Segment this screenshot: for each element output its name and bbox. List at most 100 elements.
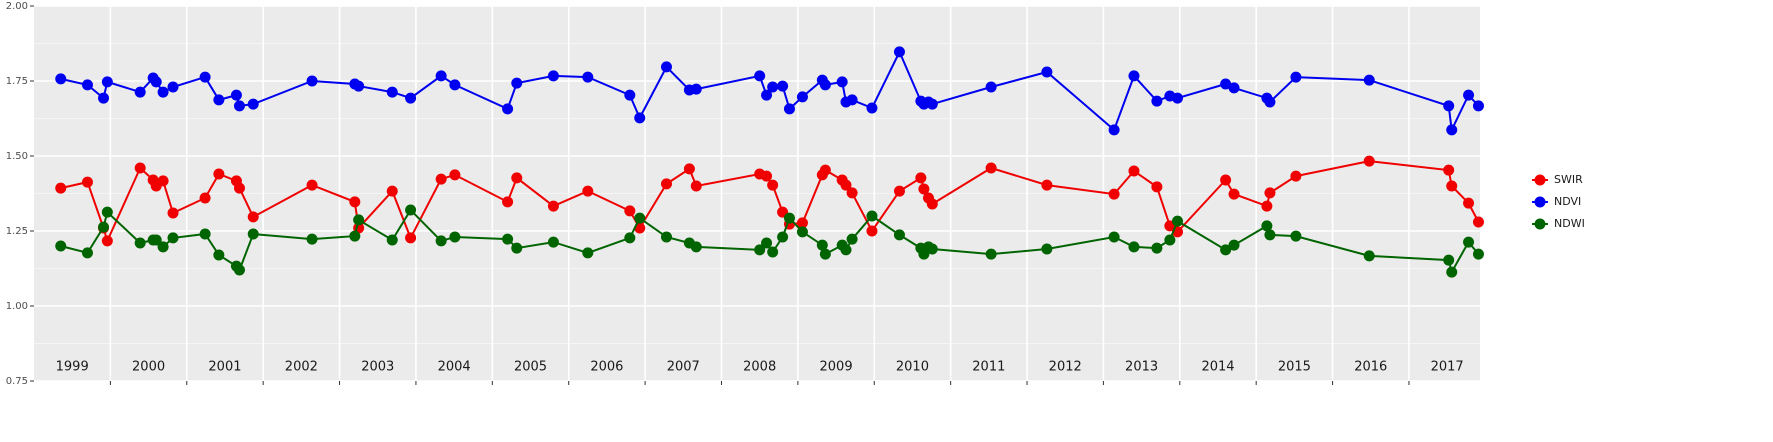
data-point — [1220, 244, 1232, 256]
data-point — [55, 182, 67, 194]
data-point — [783, 103, 795, 115]
data-point — [199, 228, 211, 240]
data-point — [405, 232, 417, 244]
data-point — [796, 91, 808, 103]
data-point — [247, 228, 259, 240]
data-point — [660, 61, 672, 73]
data-point — [213, 168, 225, 180]
data-point — [836, 76, 848, 88]
data-point — [386, 86, 398, 98]
data-point — [98, 92, 110, 104]
data-point — [1220, 174, 1232, 186]
data-point — [1172, 92, 1184, 104]
data-point — [690, 83, 702, 95]
data-point — [199, 71, 211, 83]
data-point — [866, 102, 878, 114]
data-point — [547, 200, 559, 212]
data-point — [1446, 124, 1458, 136]
data-point — [1151, 242, 1163, 254]
data-point — [449, 231, 461, 243]
data-point — [1041, 243, 1053, 255]
data-point — [796, 217, 808, 229]
year-label: 2008 — [743, 360, 776, 375]
data-point — [386, 185, 398, 197]
data-point — [101, 206, 113, 218]
data-point — [405, 92, 417, 104]
data-point — [1363, 250, 1375, 262]
data-point — [761, 89, 773, 101]
data-point — [866, 210, 878, 222]
year-label: 2006 — [590, 360, 623, 375]
data-point — [353, 80, 365, 92]
data-point — [1128, 70, 1140, 82]
data-point — [1264, 187, 1276, 199]
y-tick-label: 1.50 — [6, 151, 28, 162]
data-point — [1264, 229, 1276, 241]
data-point — [1041, 179, 1053, 191]
data-point — [502, 103, 514, 115]
data-point — [81, 247, 93, 259]
data-point — [926, 198, 938, 210]
data-point — [1290, 170, 1302, 182]
data-point — [893, 46, 905, 58]
data-point — [1228, 188, 1240, 200]
year-label: 2013 — [1125, 360, 1158, 375]
data-point — [386, 234, 398, 246]
data-point — [511, 77, 523, 89]
data-point — [1290, 71, 1302, 83]
year-label: 2001 — [208, 360, 241, 375]
data-point — [819, 248, 831, 260]
data-point — [1128, 165, 1140, 177]
data-point — [1108, 231, 1120, 243]
data-point — [167, 232, 179, 244]
data-point — [893, 229, 905, 241]
data-point — [405, 204, 417, 216]
data-point — [502, 233, 514, 245]
data-point — [157, 241, 169, 253]
data-point — [101, 76, 113, 88]
data-point — [1472, 100, 1484, 112]
year-label: 2009 — [820, 360, 853, 375]
data-point — [449, 79, 461, 91]
data-point — [435, 235, 447, 247]
legend-label: NDWI — [1554, 217, 1585, 230]
data-point — [306, 233, 318, 245]
data-point — [306, 75, 318, 87]
data-point — [1363, 155, 1375, 167]
data-point — [1172, 215, 1184, 227]
data-point — [624, 205, 636, 217]
data-point — [199, 192, 211, 204]
data-point — [634, 112, 646, 124]
data-point — [98, 221, 110, 233]
data-point — [893, 185, 905, 197]
data-point — [761, 237, 773, 249]
data-point — [846, 233, 858, 245]
data-point — [1261, 220, 1273, 232]
data-point — [157, 175, 169, 187]
data-point — [1446, 180, 1458, 192]
data-point — [1463, 197, 1475, 209]
legend-marker — [1534, 196, 1546, 208]
data-point — [866, 225, 878, 237]
data-point — [349, 230, 361, 242]
data-point — [1108, 124, 1120, 136]
data-point — [511, 172, 523, 184]
data-point — [690, 241, 702, 253]
data-point — [624, 232, 636, 244]
data-point — [783, 212, 795, 224]
data-point — [502, 196, 514, 208]
data-point — [761, 170, 773, 182]
year-label: 2014 — [1201, 360, 1234, 375]
data-point — [435, 173, 447, 185]
year-label: 2007 — [667, 360, 700, 375]
legend-label: SWIR — [1554, 173, 1583, 186]
year-label: 2000 — [132, 360, 165, 375]
data-point — [915, 172, 927, 184]
data-point — [754, 244, 766, 256]
data-point — [55, 73, 67, 85]
data-point — [777, 231, 789, 243]
year-label: 2005 — [514, 360, 547, 375]
data-point — [660, 231, 672, 243]
data-point — [547, 236, 559, 248]
data-point — [819, 164, 831, 176]
